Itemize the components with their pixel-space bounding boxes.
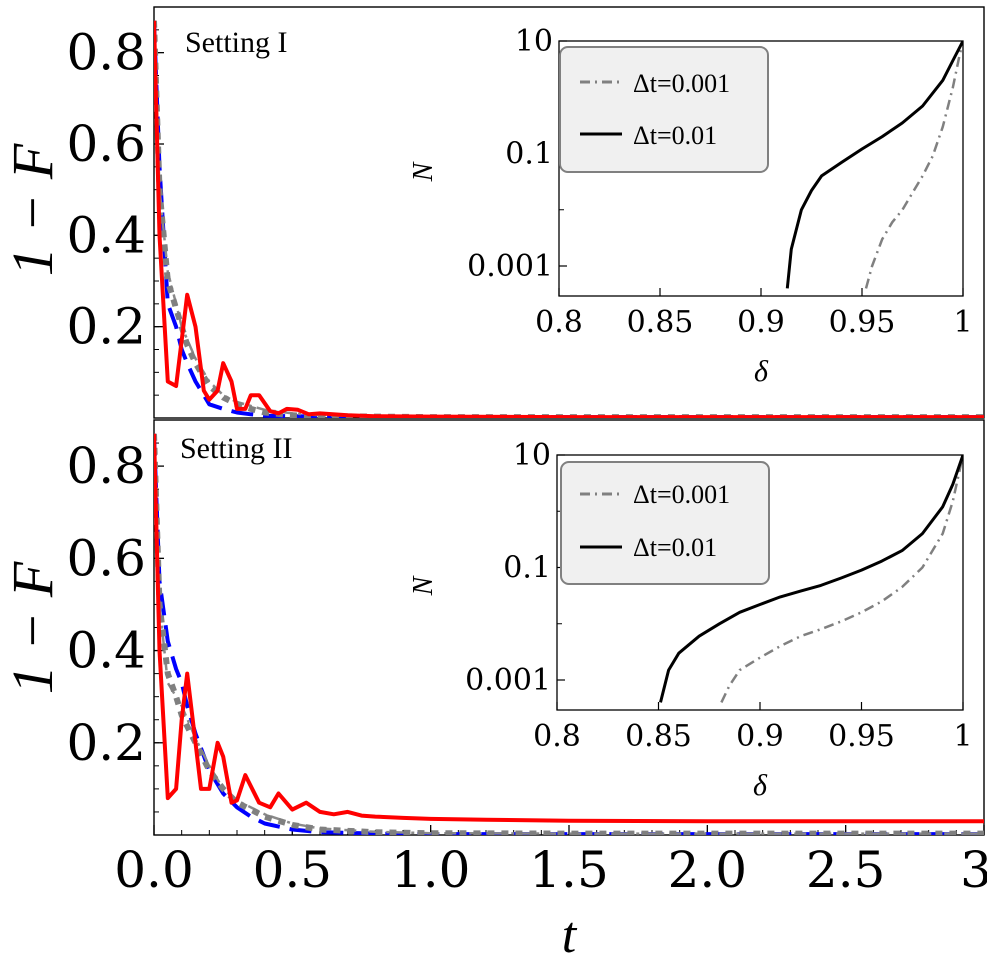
bottom-x-tick-label: 1.0 — [391, 841, 471, 899]
itop-y-tick-label: 0.1 — [505, 137, 553, 172]
top-inset-legend: Δt=0.001 Δt=0.01 — [559, 46, 769, 173]
bottom-inset-legend: Δt=0.001 Δt=0.01 — [560, 461, 770, 585]
itop-series-1-line — [785, 41, 963, 289]
itop-y-tick-label: 10 — [515, 24, 553, 59]
itop-x-tick-label: 0.85 — [627, 305, 694, 340]
top-panel: 0.2 0.4 0.6 0.8 Setting I 1 − F — [0, 6, 985, 419]
ibot-x-tick-label: 1 — [953, 719, 972, 754]
top-y-tick-label: 0.8 — [66, 24, 146, 82]
bottom-inset-y-axis-title: N — [408, 575, 439, 596]
itop-x-tick-label: 0.9 — [737, 305, 785, 340]
bottom-inset-legend-box — [560, 461, 770, 585]
bottom-x-tick-label: 3. — [960, 841, 987, 899]
bottom-x-tick-label: 0.0 — [114, 841, 194, 899]
bottom-inset-x-axis-title: δ — [753, 769, 768, 802]
bottom-y-ticks: 0.2 0.4 0.6 0.8 — [66, 437, 164, 813]
ibot-x-tick-label: 0.95 — [828, 719, 895, 754]
bottom-y-tick-label: 0.6 — [66, 529, 146, 587]
bottom-inset-series — [659, 455, 963, 703]
ibot-series-0-line — [720, 455, 963, 703]
itop-x-tick-label: 1 — [953, 305, 972, 340]
top-legend-label-dt0001: Δt=0.001 — [633, 69, 730, 98]
bottom-x-ticks: 0.0 0.5 1.0 1.5 2.0 2.5 3. — [114, 825, 987, 899]
bottom-series-2-line — [154, 433, 984, 835]
top-inset-y-axis-title: N — [408, 161, 439, 182]
top-y-ticks: 0.2 0.4 0.6 0.8 — [66, 24, 164, 396]
top-y-axis-title: 1 − F — [0, 143, 65, 276]
bottom-series-3-line — [154, 433, 984, 835]
top-legend-label-dt001: Δt=0.01 — [633, 121, 717, 150]
bottom-x-tick-label: 1.5 — [529, 841, 609, 899]
top-inset-x-axis-title: δ — [754, 355, 769, 388]
bottom-y-tick-label: 0.8 — [66, 437, 146, 495]
top-inset-legend-box — [559, 46, 769, 173]
bottom-panel-annotation: Setting II — [180, 432, 293, 465]
top-series — [154, 20, 984, 418]
bottom-legend-label-dt0001: Δt=0.001 — [633, 480, 730, 509]
itop-y-tick-label: 0.001 — [467, 249, 553, 284]
bottom-legend-label-dt001: Δt=0.01 — [633, 533, 717, 562]
bottom-panel: 0.2 0.4 0.6 0.8 0.0 0.5 1.0 1.5 2.0 2.5 3. Settin… — [0, 419, 987, 963]
bottom-inset: 0.8 0.85 0.9 0.95 1 0.001 0.1 10 N δ Δt=0.001 Δ… — [408, 438, 973, 802]
ibot-x-tick-label: 0.9 — [736, 719, 784, 754]
ibot-y-tick-label: 0.001 — [465, 663, 551, 698]
top-series-0-line — [154, 20, 984, 418]
top-y-tick-label: 0.6 — [66, 115, 146, 173]
top-panel-annotation: Setting I — [185, 26, 288, 59]
bottom-y-tick-label: 0.4 — [66, 622, 146, 680]
bottom-x-tick-label: 2.0 — [668, 841, 748, 899]
bottom-y-tick-label: 0.2 — [66, 714, 146, 772]
bottom-x-tick-label: 2.5 — [806, 841, 886, 899]
itop-series-0-line — [864, 41, 963, 289]
bottom-series — [154, 433, 984, 835]
bottom-y-axis-title: 1 − F — [0, 561, 65, 694]
top-y-tick-label: 0.2 — [66, 298, 146, 356]
itop-x-tick-label: 0.8 — [535, 305, 583, 340]
bottom-x-axis-title: t — [562, 907, 578, 963]
top-inset: 0.8 0.85 0.9 0.95 1 0.001 0.1 10 N δ Δt=0.001 Δ… — [408, 24, 973, 388]
bottom-series-0-line — [154, 433, 984, 824]
itop-x-tick-label: 0.95 — [829, 305, 896, 340]
bottom-inset-ticks: 0.8 0.85 0.9 0.95 1 0.001 0.1 10 — [465, 438, 972, 754]
ibot-series-1-line — [659, 455, 963, 703]
ibot-y-tick-label: 10 — [513, 438, 551, 473]
ibot-y-tick-label: 0.1 — [503, 551, 551, 586]
top-inset-series — [785, 41, 963, 289]
top-inset-ticks: 0.8 0.85 0.9 0.95 1 0.001 0.1 10 — [467, 24, 972, 340]
bottom-x-tick-label: 0.5 — [253, 841, 333, 899]
ibot-x-tick-label: 0.85 — [625, 719, 692, 754]
top-y-tick-label: 0.4 — [66, 206, 146, 264]
ibot-x-tick-label: 0.8 — [533, 719, 581, 754]
